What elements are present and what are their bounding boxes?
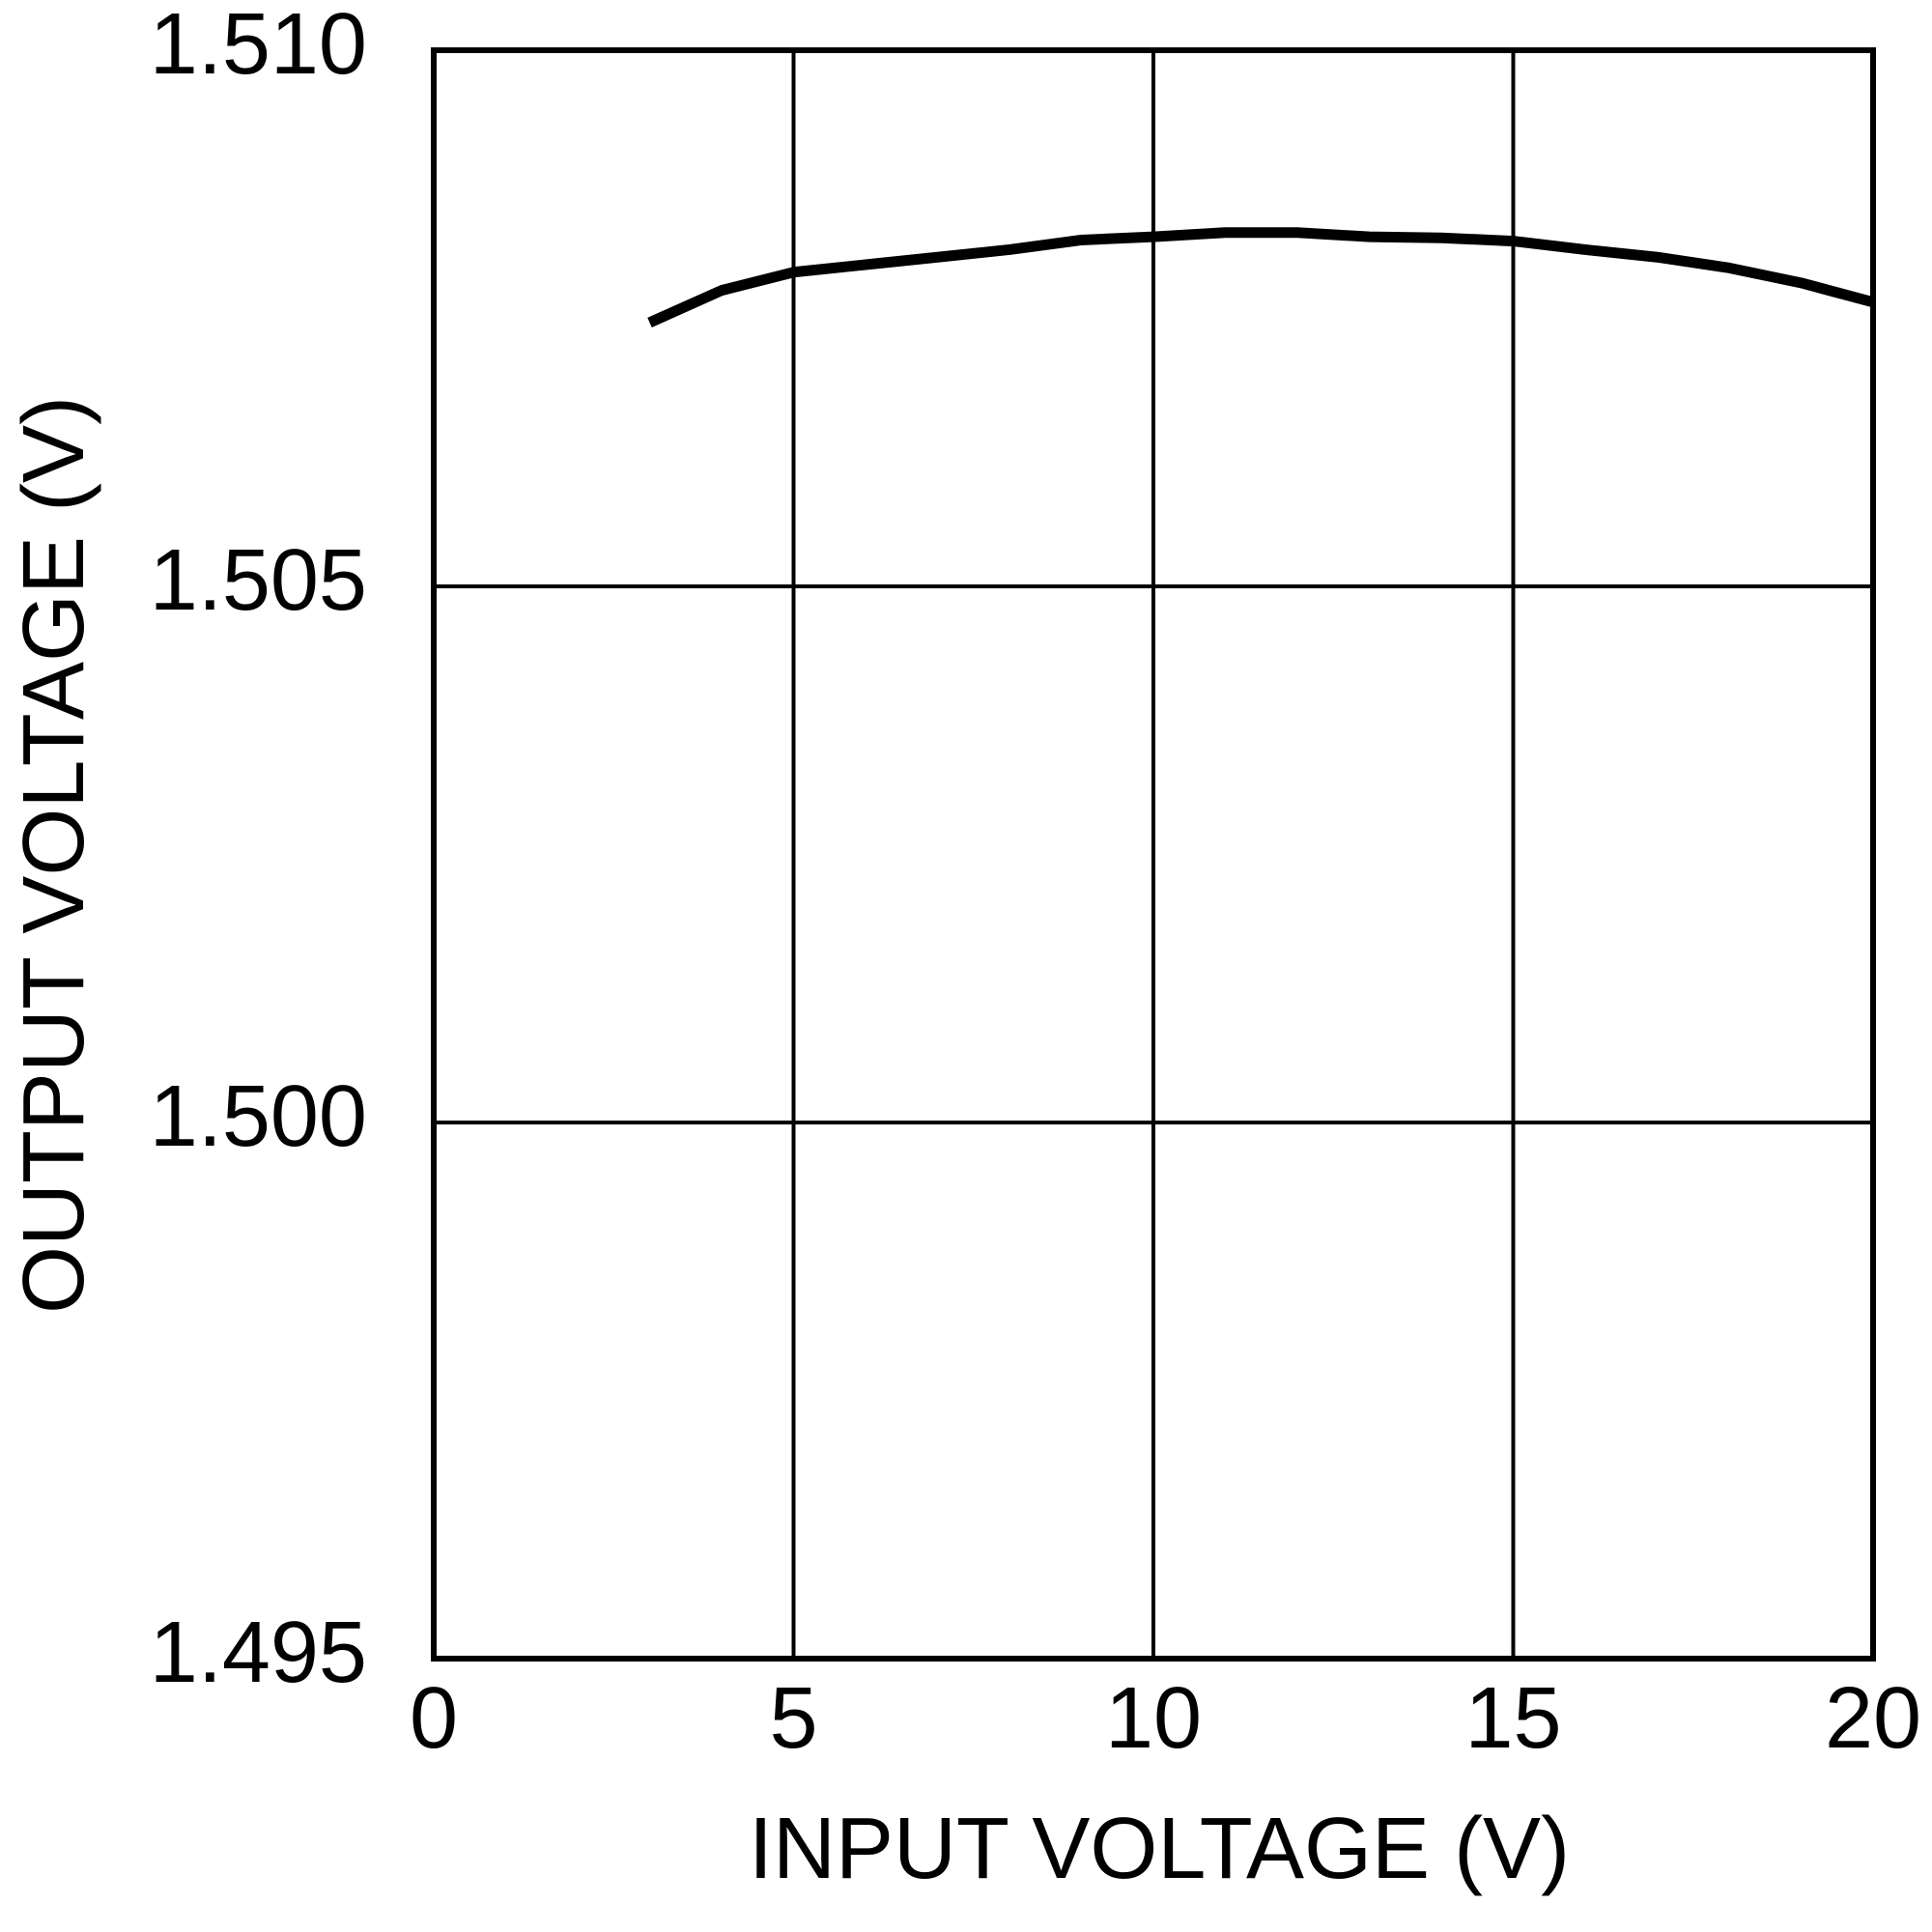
x-axis-label: INPUT VOLTAGE (V) (749, 1801, 1570, 1897)
y-axis-label: OUTPUT VOLTAGE (V) (6, 396, 102, 1314)
x-tick-label: 10 (1105, 1670, 1202, 1767)
plot-frame (431, 47, 1876, 1662)
x-tick-label: 0 (410, 1670, 458, 1767)
y-tick-label: 1.495 (150, 1605, 367, 1701)
x-tick-label: 15 (1464, 1670, 1561, 1767)
data-line (647, 227, 1875, 327)
x-tick-label: 20 (1825, 1670, 1921, 1767)
y-tick-label: 1.510 (150, 0, 367, 93)
y-tick-label: 1.505 (150, 532, 367, 629)
y-tick-label: 1.500 (150, 1068, 367, 1165)
x-tick-label: 5 (769, 1670, 817, 1767)
